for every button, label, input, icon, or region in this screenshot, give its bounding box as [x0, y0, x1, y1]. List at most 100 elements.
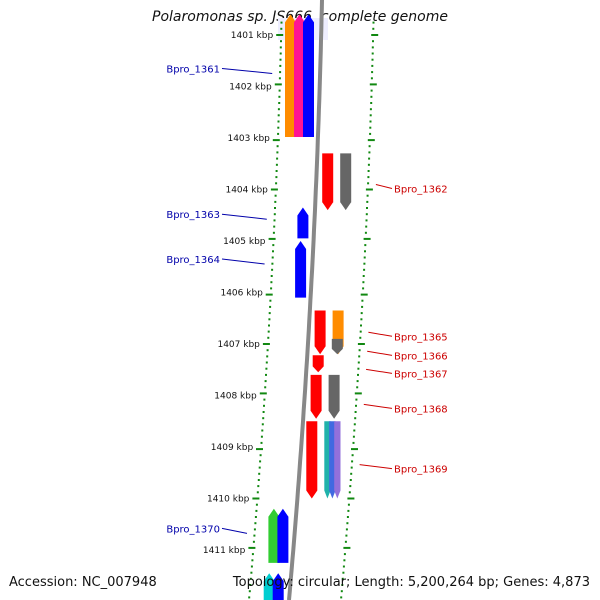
left-tick	[278, 95, 281, 98]
left-tick	[249, 584, 252, 586]
left-tick	[269, 299, 272, 302]
left-tick	[265, 367, 268, 370]
right-tick	[343, 559, 346, 562]
left-tick	[275, 182, 278, 185]
left-tick	[264, 380, 267, 383]
right-tick	[361, 305, 364, 308]
kbp-label: 1403 kbp	[227, 134, 270, 144]
gene-label-left[interactable]: Bpro_1363	[166, 210, 220, 221]
gene-layer	[263, 14, 352, 600]
right-tick	[341, 584, 344, 586]
right-tick	[361, 299, 364, 302]
right-tick	[342, 565, 345, 568]
label-leader	[221, 527, 248, 534]
left-tick	[264, 386, 267, 389]
right-tick	[349, 479, 352, 481]
right-tick	[349, 485, 352, 488]
left-tick	[277, 114, 280, 117]
left-tick	[272, 250, 274, 253]
gene-label-right[interactable]: Bpro_1369	[394, 465, 448, 476]
left-tick	[270, 287, 273, 290]
kbp-label: 1402 kbp	[229, 83, 272, 93]
gene-arrow	[263, 573, 275, 600]
left-tick	[260, 441, 263, 444]
right-tick	[360, 324, 362, 327]
right-tick	[357, 361, 360, 364]
left-tick	[271, 262, 274, 265]
right-tick	[370, 102, 373, 104]
kbp-label: 1401 kbp	[231, 31, 274, 41]
gene-arrow	[310, 374, 322, 419]
genome-axis	[287, 0, 324, 600]
right-tick	[347, 497, 355, 500]
gene-arrow	[306, 421, 318, 499]
left-tick	[274, 207, 276, 209]
gene-arrow	[285, 14, 296, 137]
left-tick	[271, 256, 274, 259]
right-tick	[362, 281, 365, 284]
left-tick	[279, 58, 282, 61]
left-tick	[256, 491, 259, 494]
right-tick	[365, 225, 368, 228]
gene-label-left[interactable]: Bpro_1370	[166, 524, 220, 535]
right-tick	[354, 411, 357, 413]
right-tick	[355, 398, 358, 401]
right-tick	[354, 392, 362, 395]
left-tick	[276, 157, 279, 160]
right-tick	[347, 509, 350, 512]
right-tick	[371, 64, 374, 67]
right-tick	[367, 182, 370, 185]
left-tick	[272, 244, 275, 247]
kbp-label: 1408 kbp	[214, 392, 257, 402]
right-tick	[360, 312, 363, 315]
left-tick	[275, 176, 278, 179]
gene-arrow	[272, 573, 284, 600]
label-leader	[366, 368, 393, 374]
left-tick	[276, 34, 284, 36]
right-tick	[353, 429, 356, 432]
right-tick	[366, 207, 368, 209]
right-tick	[351, 454, 354, 457]
left-tick	[279, 64, 282, 67]
left-tick	[276, 151, 279, 154]
right-tick	[346, 516, 349, 518]
right-tick	[367, 176, 370, 179]
left-tick	[274, 83, 282, 86]
gene-arrow	[312, 355, 324, 373]
left-tick	[254, 522, 257, 525]
left-tick	[260, 435, 263, 438]
left-tick	[268, 318, 271, 321]
left-tick	[270, 281, 273, 284]
gene-label-right[interactable]: Bpro_1366	[394, 351, 448, 362]
gene-label-left[interactable]: Bpro_1364	[166, 255, 220, 266]
gene-label-right[interactable]: Bpro_1368	[394, 404, 448, 415]
gene-label-right[interactable]: Bpro_1365	[394, 332, 448, 343]
left-tick	[263, 404, 265, 407]
right-tick	[360, 293, 368, 296]
left-tick	[258, 472, 261, 475]
label-layer: 1401 kbp 1402 kbp 1403 kbp 1404 kbp 1405 kbp…	[166, 31, 447, 556]
left-tick	[275, 163, 278, 166]
left-tick	[278, 77, 281, 80]
right-tick	[360, 318, 363, 321]
accession-text: Accession: NC_007948	[9, 575, 157, 590]
left-tick	[252, 497, 260, 500]
right-tick	[368, 151, 371, 154]
gene-label-right[interactable]: Bpro_1367	[394, 369, 448, 380]
gene-arrow	[334, 421, 341, 499]
left-tick	[270, 188, 278, 191]
right-tick	[365, 219, 368, 222]
left-tick	[272, 231, 275, 234]
right-tick	[343, 546, 351, 549]
left-tick	[262, 411, 265, 413]
left-tick	[279, 46, 282, 49]
left-tick	[265, 293, 273, 296]
gene-label-left[interactable]: Bpro_1361	[166, 64, 220, 75]
left-tick	[262, 417, 265, 420]
gene-arrow	[268, 508, 280, 563]
right-tick	[352, 435, 355, 438]
gene-label-right[interactable]: Bpro_1362	[394, 184, 448, 195]
right-tick	[363, 237, 371, 240]
right-tick	[348, 491, 351, 494]
right-tick	[359, 336, 362, 339]
